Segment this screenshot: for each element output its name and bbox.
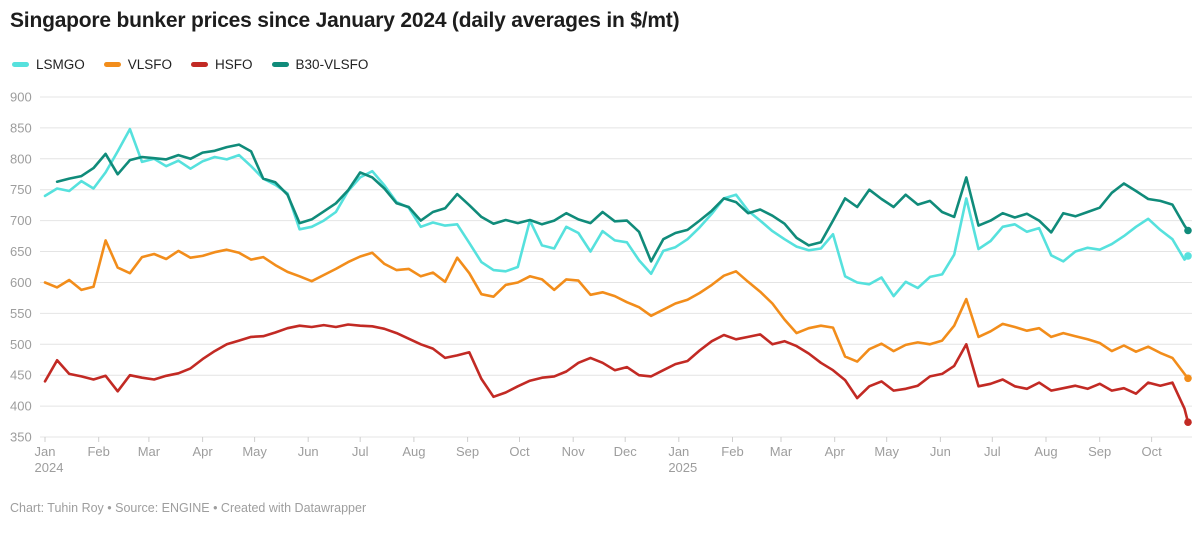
x-tick-label: Jul [352, 444, 369, 459]
x-tick-year-label: 2025 [668, 460, 697, 475]
x-tick-year-label: 2024 [35, 460, 64, 475]
x-tick-label: Oct [509, 444, 530, 459]
x-tick-label: Feb [87, 444, 109, 459]
x-tick-label: Dec [614, 444, 638, 459]
y-tick-label: 900 [10, 90, 32, 105]
x-tick-label: Mar [138, 444, 161, 459]
legend-label: VLSFO [127, 57, 173, 72]
y-tick-label: 850 [10, 120, 32, 135]
x-tick-label: Sep [456, 444, 479, 459]
series-line-lsmgo[interactable] [43, 127, 1190, 298]
x-tick-label: Apr [825, 444, 846, 459]
y-tick-label: 350 [10, 430, 32, 445]
x-tick-label: Oct [1141, 444, 1162, 459]
x-tick-label: Jun [930, 444, 951, 459]
legend-swatch-icon [191, 62, 209, 67]
y-tick-label: 600 [10, 275, 32, 290]
attribution-footer: Chart: Tuhin Roy • Source: ENGINE • Crea… [10, 501, 367, 515]
legend-swatch-icon [103, 62, 121, 67]
series-end-dot-b30-vlsfo [1184, 226, 1192, 235]
x-tick-label: Jun [298, 444, 319, 459]
x-tick-label: Nov [562, 444, 586, 459]
x-tick-label: May [242, 444, 267, 459]
legend-label: LSMGO [36, 57, 85, 72]
legend-swatch-icon [12, 62, 29, 67]
x-tick-label: Mar [770, 444, 793, 459]
legend-swatch-icon [271, 62, 289, 67]
y-tick-label: 800 [10, 151, 32, 166]
legend-item-b30-vlsfo[interactable]: B30-VLSFO [271, 57, 369, 72]
series-end-dot-hsfo [1184, 418, 1192, 427]
legend-item-lsmgo[interactable]: LSMGO [12, 57, 85, 72]
x-tick-label: Apr [192, 444, 213, 459]
chart-legend: LSMGO VLSFO HSFO B30-VLSFO [12, 57, 368, 72]
x-tick-label: Jan [35, 444, 56, 459]
y-tick-label: 550 [10, 306, 32, 321]
series-line-b30-vlsfo[interactable] [55, 143, 1190, 263]
y-tick-label: 700 [10, 213, 32, 228]
legend-item-hsfo[interactable]: HSFO [191, 57, 253, 72]
y-tick-label: 450 [10, 368, 32, 383]
y-tick-label: 650 [10, 244, 32, 259]
page-title: Singapore bunker prices since January 20… [10, 9, 680, 32]
y-tick-label: 400 [10, 399, 32, 414]
x-tick-label: Aug [1034, 444, 1057, 459]
x-tick-label: Jul [984, 444, 1001, 459]
x-tick-label: Feb [721, 444, 743, 459]
legend-label: B30-VLSFO [295, 57, 369, 72]
legend-label: HSFO [215, 57, 253, 72]
x-tick-label: Aug [402, 444, 425, 459]
y-tick-label: 750 [10, 182, 32, 197]
legend-item-vlsfo[interactable]: VLSFO [103, 57, 173, 72]
series-line-vlsfo[interactable] [43, 239, 1190, 380]
x-tick-label: May [874, 444, 899, 459]
x-tick-label: Sep [1088, 444, 1111, 459]
x-tick-label: Jan [668, 444, 689, 459]
y-tick-label: 500 [10, 337, 32, 352]
series-end-dot-vlsfo [1184, 374, 1192, 383]
series-line-hsfo[interactable] [43, 323, 1190, 424]
series-end-dot-lsmgo [1184, 252, 1192, 260]
